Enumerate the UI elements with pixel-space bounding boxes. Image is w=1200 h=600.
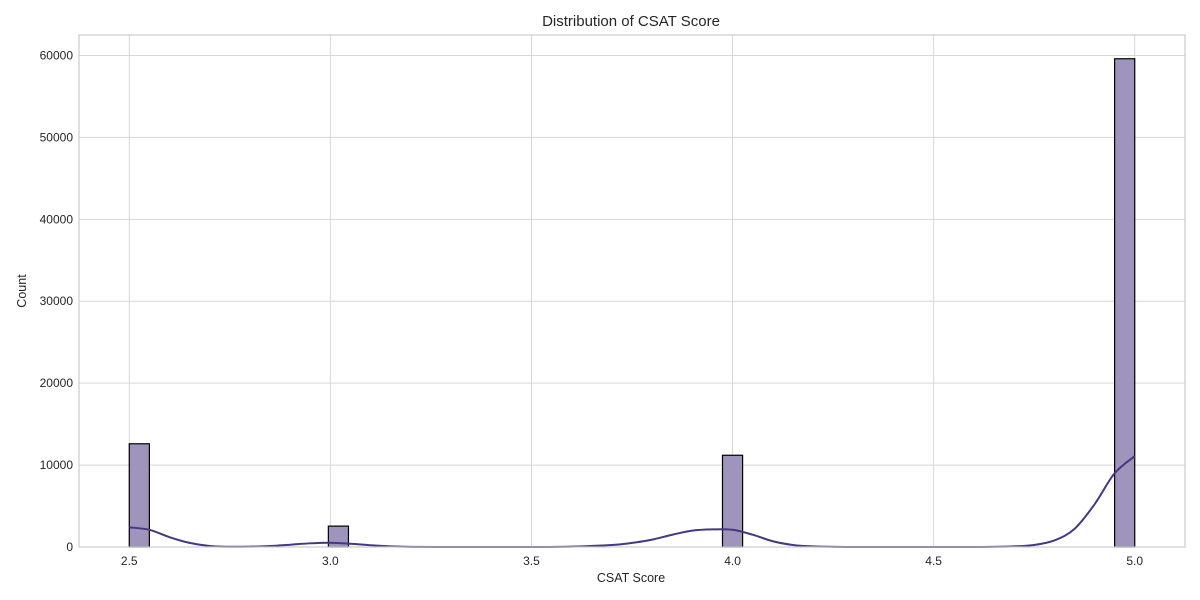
x-axis-label: CSAT Score	[597, 571, 665, 585]
chart-title: Distribution of CSAT Score	[542, 13, 720, 30]
axes-frame	[78, 34, 1186, 548]
kde-curve-layer	[129, 455, 1136, 548]
histogram-bar	[721, 454, 744, 548]
histogram-bar	[128, 443, 150, 548]
x-tick-label: 3.0	[322, 554, 339, 568]
x-tick-label: 3.5	[523, 554, 540, 568]
x-tick-label: 4.0	[724, 554, 741, 568]
y-tick-label: 20000	[40, 376, 74, 390]
y-axis-label: Count	[15, 274, 29, 308]
y-tick-label: 0	[66, 540, 73, 554]
grid-lines	[79, 35, 1185, 548]
y-tick-label: 50000	[40, 130, 74, 144]
x-tick-labels: 2.5 3.0 3.5 4.0 4.5 5.0	[121, 554, 1143, 568]
x-tick-label: 4.5	[925, 554, 942, 568]
x-tick-label: 5.0	[1126, 554, 1143, 568]
histogram-bar	[1114, 58, 1136, 548]
y-tick-label: 10000	[40, 458, 74, 472]
y-tick-label: 40000	[40, 212, 74, 226]
kde-curve	[129, 455, 1136, 548]
y-tick-label: 60000	[40, 48, 74, 62]
x-tick-label: 2.5	[121, 554, 138, 568]
histogram-bars	[128, 58, 1136, 548]
y-tick-label: 30000	[40, 294, 74, 308]
y-tick-labels: 0 10000 20000 30000 40000 50000 60000	[40, 48, 74, 554]
